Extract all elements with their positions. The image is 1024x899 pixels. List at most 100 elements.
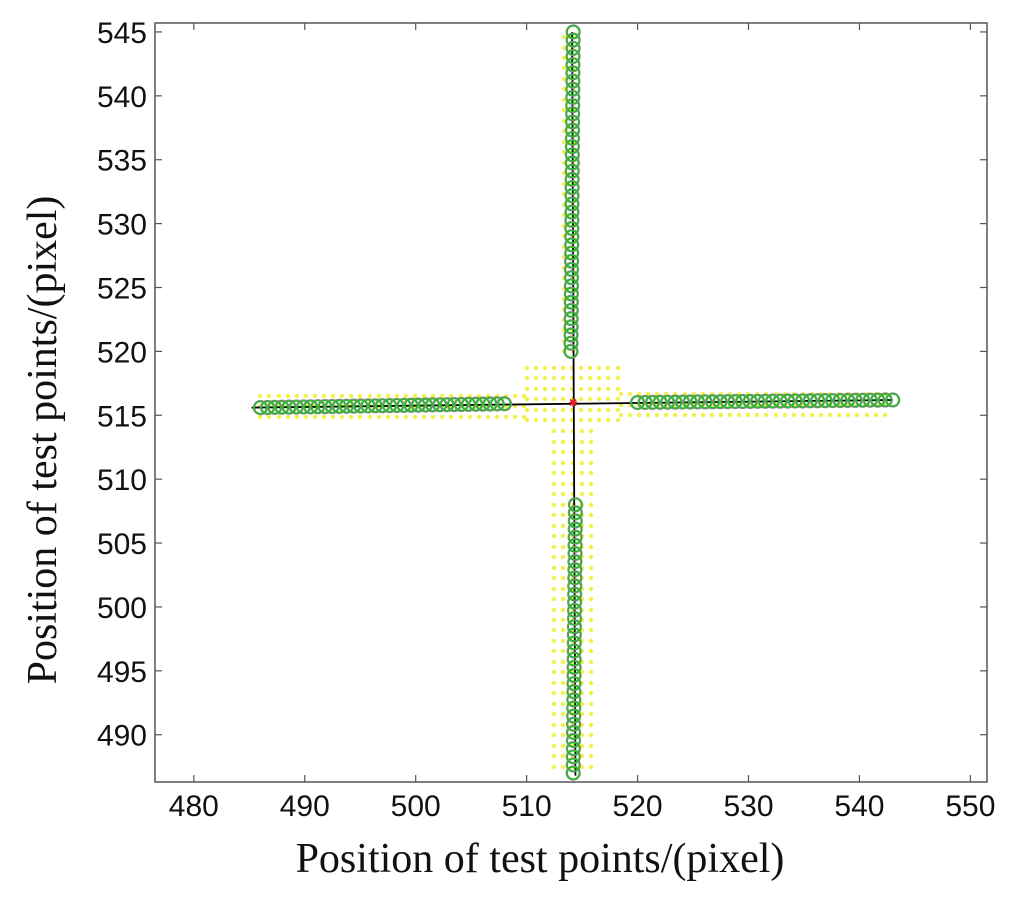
candidate-point (605, 417, 611, 423)
reference-point (565, 57, 581, 73)
candidate-point (367, 393, 373, 399)
candidate-point (809, 412, 815, 418)
candidate-point (827, 412, 833, 418)
candidate-point (560, 575, 566, 581)
candidate-point (551, 575, 557, 581)
detected-point (361, 399, 375, 413)
candidate-point (579, 460, 585, 466)
detected-point (765, 394, 780, 408)
detected-point (566, 41, 580, 56)
reference-point (564, 188, 580, 204)
y-tick-label: 490 (97, 720, 147, 753)
candidate-point (561, 76, 567, 82)
detected-point (339, 399, 354, 413)
detected-point (886, 393, 900, 407)
candidate-point (773, 412, 779, 418)
candidate-point (551, 396, 557, 402)
candidate-point (551, 648, 557, 654)
detected-point (758, 394, 772, 408)
reference-point (566, 692, 582, 708)
detected-point (568, 571, 582, 585)
candidate-point (588, 722, 594, 728)
candidate-point (551, 764, 557, 770)
detected-point (565, 115, 580, 129)
y-tick-label: 535 (97, 145, 147, 178)
reference-point (712, 394, 728, 410)
reference-point (566, 667, 582, 684)
detected-point (461, 397, 476, 412)
detected-point (567, 685, 581, 699)
reference-point (689, 394, 706, 410)
reference-point (742, 393, 758, 409)
reference-point (563, 319, 579, 335)
detected-point (675, 395, 690, 409)
candidate-point (587, 396, 593, 402)
candidate-point (560, 417, 566, 423)
candidate-point (615, 396, 621, 402)
detected-point (567, 652, 581, 666)
candidate-point (551, 638, 557, 644)
reference-point (566, 602, 583, 619)
candidate-point (348, 414, 354, 420)
candidate-point (560, 523, 566, 529)
reference-point (565, 73, 581, 89)
detected-point (566, 725, 581, 740)
detected-point (564, 295, 579, 309)
detected-point (483, 397, 497, 411)
detected-point (567, 693, 581, 707)
candidate-point (560, 743, 566, 749)
candidate-point (605, 386, 611, 392)
detected-point (855, 393, 870, 407)
reference-point (564, 237, 580, 253)
reference-point (565, 65, 581, 81)
reference-point (489, 396, 505, 412)
candidate-point (560, 732, 566, 738)
candidate-point (560, 470, 566, 476)
reference-point (750, 393, 766, 409)
detected-point (354, 399, 368, 413)
candidate-point (588, 428, 594, 434)
candidate-point (578, 396, 584, 402)
candidate-point (560, 722, 566, 728)
candidate-point (448, 414, 454, 420)
detected-point (567, 668, 581, 683)
candidate-point (512, 393, 518, 399)
reference-point (564, 130, 581, 147)
reference-point (564, 245, 580, 261)
detected-point (565, 238, 579, 252)
detected-point (566, 98, 580, 113)
candidate-point (727, 412, 733, 418)
reference-point (567, 513, 583, 529)
candidate-point (551, 690, 557, 696)
candidate-point (754, 412, 760, 418)
candidate-point (596, 417, 602, 423)
reference-point (765, 393, 781, 409)
candidate-point (560, 607, 566, 613)
candidate-point (615, 407, 621, 413)
candidate-point (560, 407, 566, 413)
detected-point (566, 733, 581, 748)
candidate-point (596, 407, 602, 413)
candidate-point (330, 414, 336, 420)
candidate-point (627, 391, 633, 397)
reference-point (825, 392, 841, 409)
detected-point (795, 394, 810, 408)
candidate-point (542, 375, 548, 381)
candidate-point (560, 428, 566, 434)
candidate-point (357, 393, 363, 399)
candidate-point (588, 711, 594, 717)
reference-point (566, 659, 582, 675)
detected-point (564, 246, 579, 260)
candidate-point (588, 512, 594, 518)
candidate-point (579, 470, 585, 476)
candidate-point (560, 680, 566, 686)
detected-point (564, 262, 579, 277)
detected-point (750, 394, 765, 408)
detected-point (568, 554, 582, 569)
candidate-point (560, 638, 566, 644)
candidate-point (560, 596, 566, 602)
candidate-point (588, 732, 594, 738)
reference-point (567, 529, 583, 545)
candidate-point (560, 554, 566, 560)
candidate-point (439, 414, 445, 420)
